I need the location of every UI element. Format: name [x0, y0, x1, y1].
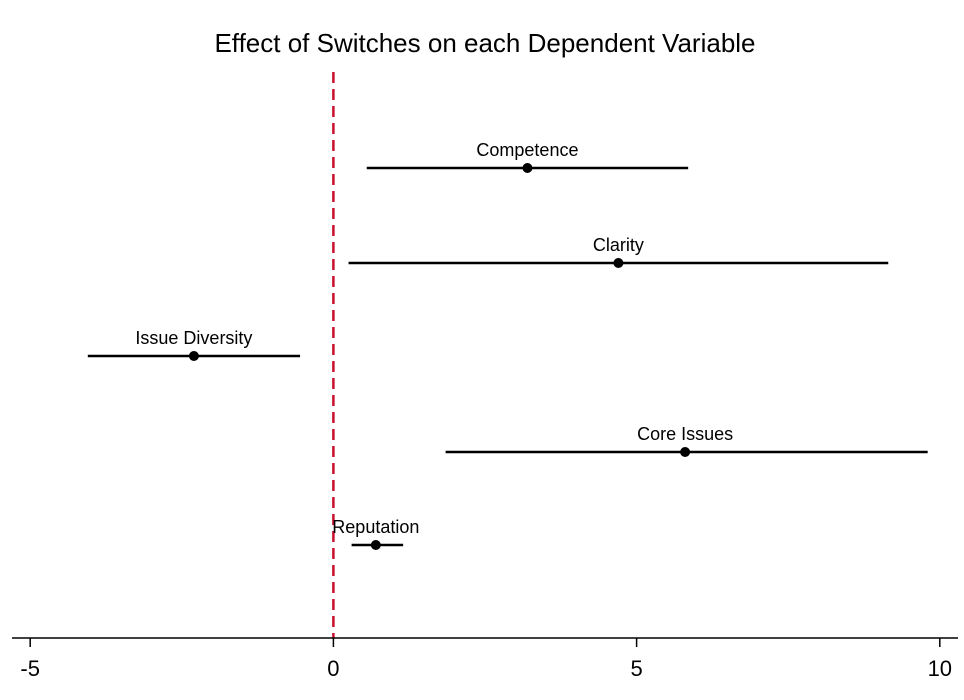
x-tick-label: 5	[630, 656, 642, 681]
point-label-core-issues: Core Issues	[637, 424, 733, 444]
x-tick-label: 0	[327, 656, 339, 681]
point-clarity	[613, 258, 624, 268]
estimate-issue-diversity: Issue Diversity	[87, 328, 301, 361]
estimate-reputation: Reputation	[332, 517, 419, 550]
estimate-clarity: Clarity	[348, 235, 889, 268]
point-label-reputation: Reputation	[332, 517, 419, 537]
chart-title: Effect of Switches on each Dependent Var…	[214, 28, 755, 58]
point-label-competence: Competence	[476, 140, 578, 160]
point-issue-diversity	[188, 351, 199, 361]
point-label-clarity: Clarity	[593, 235, 644, 255]
data-marks-layer: Competence Clarity Issue Diversity Core Iss…	[87, 140, 928, 550]
point-reputation	[370, 540, 381, 550]
x-tick-label: 10	[928, 656, 952, 681]
x-axis: -5 0 5 10	[12, 637, 958, 681]
estimate-core-issues: Core Issues	[445, 424, 928, 457]
point-label-issue-diversity: Issue Diversity	[135, 328, 252, 348]
x-tick-label: -5	[20, 656, 40, 681]
estimate-competence: Competence	[366, 140, 689, 173]
point-competence	[522, 163, 533, 173]
point-core-issues	[680, 447, 691, 457]
